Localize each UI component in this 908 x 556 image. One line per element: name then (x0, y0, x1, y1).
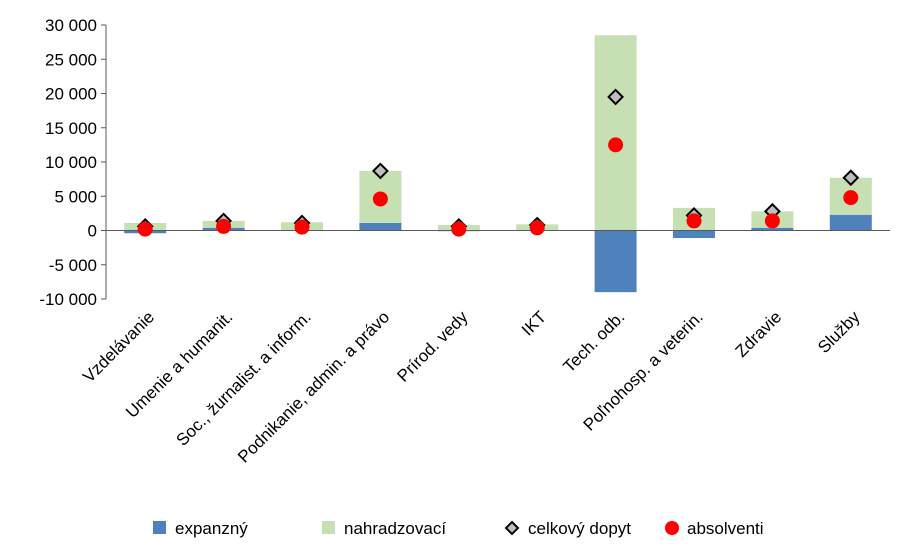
y-tick-label: 25 000 (45, 50, 97, 69)
point-absolventi-umenie-a-humanit (216, 218, 232, 234)
point-absolventi-zdravie (764, 213, 780, 229)
bar-nahradzovaci-tech-odb (594, 35, 637, 231)
point-celkovy-dopyt-sluzby (842, 169, 860, 187)
legend-label-absolventi: absolventi (687, 519, 764, 538)
y-tick-label: 20 000 (45, 85, 97, 104)
y-tick-label: 0 (88, 222, 97, 241)
bar-expanzny-sluzby (829, 214, 872, 231)
point-absolventi-tech-odb (608, 137, 624, 153)
point-celkovy-dopyt-tech-odb (607, 88, 625, 106)
y-tick-label: 10 000 (45, 153, 97, 172)
bar-series-group (124, 35, 872, 293)
x-tick-label-tech-odb: Tech. odb. (560, 307, 629, 376)
y-tick-label: 15 000 (45, 119, 97, 138)
x-tick-label-prirod-vedy: Prírod. vedy (393, 307, 472, 386)
x-tick-label-podnikanie-admin-a-pravo: Podnikanie, admin. a právo (234, 307, 393, 466)
point-absolventi-prirod-vedy (451, 221, 467, 237)
bar-expanzny-tech-odb (594, 230, 637, 293)
legend-label-celkovy-dopyt: celkový dopyt (528, 519, 631, 538)
point-absolventi-podnikanie-admin-a-pravo (372, 191, 388, 207)
legend-label-nahradzovaci: nahradzovací (344, 519, 446, 538)
bar-expanzny-zdravie (751, 227, 794, 231)
x-tick-label-soc-zurnalist-a-inform: Soc., žurnalist. a inform. (172, 307, 314, 449)
x-tick-label-ikt: IKT (518, 307, 550, 339)
legend: expanzný nahradzovací celkový dopyt absolve… (153, 519, 764, 538)
y-tick-label: -5 000 (49, 256, 97, 275)
y-tick-label: 30 000 (45, 16, 97, 35)
bar-expanzny-podnikanie-admin-a-pravo (359, 222, 402, 231)
marker-series-group (136, 88, 860, 237)
legend-swatch-absolventi (665, 521, 679, 535)
point-celkovy-dopyt-podnikanie-admin-a-pravo (371, 162, 389, 180)
legend-swatch-nahradzovaci (322, 521, 335, 534)
bar-expanzny-polnohosp-a-veterin (673, 230, 715, 239)
point-absolventi-vzdelavanie (137, 221, 153, 237)
y-tick-label: -10 000 (39, 290, 97, 309)
legend-swatch-expanzny (153, 521, 166, 534)
point-absolventi-soc-zurnalist-a-inform (294, 219, 310, 235)
y-tick-label: 5 000 (54, 187, 97, 206)
point-absolventi-ikt (529, 220, 545, 236)
legend-swatch-celkovy-dopyt (504, 520, 520, 536)
y-axis: 30 000 25 000 20 000 15 000 10 000 5 000 0 -5 0… (39, 16, 107, 309)
x-tick-label-vzdelavanie: Vzdelávanie (79, 307, 158, 386)
legend-label-expanzny: expanzný (175, 519, 248, 538)
x-tick-label-zdravie: Zdravie (732, 307, 786, 361)
point-absolventi-sluzby (843, 190, 859, 206)
point-absolventi-polnohosp-a-veterin (686, 213, 702, 229)
x-tick-label-sluzby: Služby (814, 307, 864, 357)
